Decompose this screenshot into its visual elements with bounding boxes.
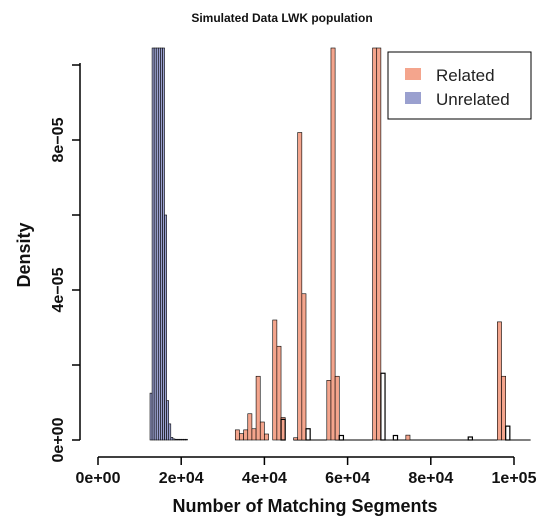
legend-label-unrelated: Unrelated xyxy=(436,90,510,109)
unrelated-bar xyxy=(162,47,165,441)
related-bar xyxy=(259,421,265,441)
related-bar xyxy=(372,47,378,441)
related-bar xyxy=(239,433,244,441)
related-bar xyxy=(293,437,298,441)
outline-bar xyxy=(305,428,311,441)
legend-swatch-related xyxy=(405,68,421,80)
unrelated-bar xyxy=(176,438,180,441)
unrelated-bar xyxy=(168,423,172,441)
unrelated-bar xyxy=(158,47,161,441)
related-bar xyxy=(264,433,269,441)
outline-bar xyxy=(467,436,473,441)
unrelated-bar xyxy=(178,438,182,441)
related-bar xyxy=(276,345,282,441)
plot-area xyxy=(149,47,531,441)
y-axis-label: Density xyxy=(14,222,34,287)
legend-label-related: Related xyxy=(436,66,495,85)
related-bar xyxy=(301,293,307,441)
x-tick-label: 4e+04 xyxy=(242,470,287,487)
related-bar xyxy=(243,429,249,441)
y-axis: 0e+00 4e−05 8e−05 xyxy=(50,63,81,462)
x-axis: 0e+00 2e+04 4e+04 6e+04 8e+04 1e+05 xyxy=(76,456,537,487)
legend: Related Unrelated xyxy=(387,51,532,120)
unrelated-bar xyxy=(151,47,155,441)
unrelated-bar xyxy=(155,47,159,441)
x-tick-label: 6e+04 xyxy=(325,470,370,487)
related-bar xyxy=(297,132,303,441)
chart-title: Simulated Data LWK population xyxy=(191,11,372,25)
legend-swatch-unrelated xyxy=(405,92,421,104)
unrelated-bar xyxy=(170,437,174,441)
related-bar xyxy=(247,413,253,441)
related-bar xyxy=(501,375,506,441)
unrelated-bar xyxy=(180,438,184,441)
related-bar xyxy=(272,319,278,441)
related-bar xyxy=(280,417,286,441)
related-bar xyxy=(330,47,336,441)
related-bar xyxy=(405,434,411,441)
unrelated-bar xyxy=(166,400,170,441)
outline-bar xyxy=(380,372,386,441)
related-bar xyxy=(334,375,340,441)
outline-bar xyxy=(505,425,511,441)
outline-bar xyxy=(280,418,286,441)
x-tick-label: 1e+05 xyxy=(492,470,537,487)
unrelated-bar xyxy=(172,438,176,441)
x-tick-label: 2e+04 xyxy=(159,470,204,487)
y-tick-label: 4e−05 xyxy=(50,267,67,312)
related-bar xyxy=(376,47,382,441)
y-tick-label: 0e+00 xyxy=(50,417,67,462)
related-bar xyxy=(234,429,240,441)
legend-box xyxy=(387,51,532,120)
related-bar xyxy=(255,375,261,441)
unrelated-bar xyxy=(153,47,157,441)
related-bar xyxy=(251,428,257,441)
unrelated-bar xyxy=(160,47,163,441)
unrelated-bar xyxy=(185,438,188,441)
related-bar xyxy=(326,380,332,441)
x-tick-label: 8e+04 xyxy=(408,470,453,487)
unrelated-bar xyxy=(149,392,153,441)
x-tick-label: 0e+00 xyxy=(76,470,121,487)
unrelated-bar xyxy=(164,214,167,441)
y-tick-label: 8e−05 xyxy=(50,117,67,162)
unrelated-bar xyxy=(174,438,178,441)
x-axis-label: Number of Matching Segments xyxy=(172,496,437,516)
outline-bar xyxy=(392,434,399,441)
outline-bar xyxy=(338,434,345,441)
related-bar xyxy=(497,321,502,441)
unrelated-bar xyxy=(182,438,186,441)
